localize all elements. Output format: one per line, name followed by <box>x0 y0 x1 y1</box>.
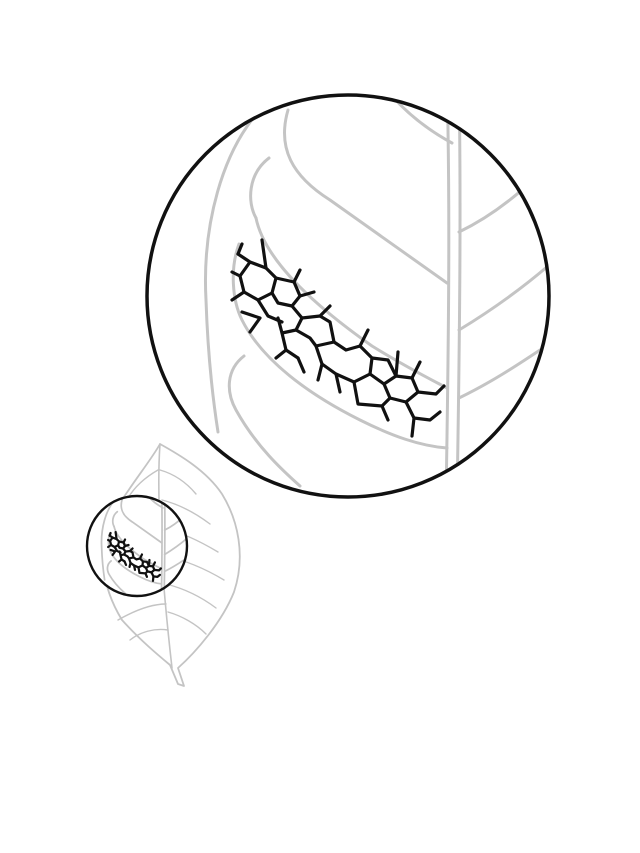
magnified-vein-network <box>232 240 444 436</box>
magnified-venation-detail <box>205 80 548 500</box>
magnified-view <box>147 80 549 500</box>
magnifier-lens-small-group <box>87 492 187 597</box>
